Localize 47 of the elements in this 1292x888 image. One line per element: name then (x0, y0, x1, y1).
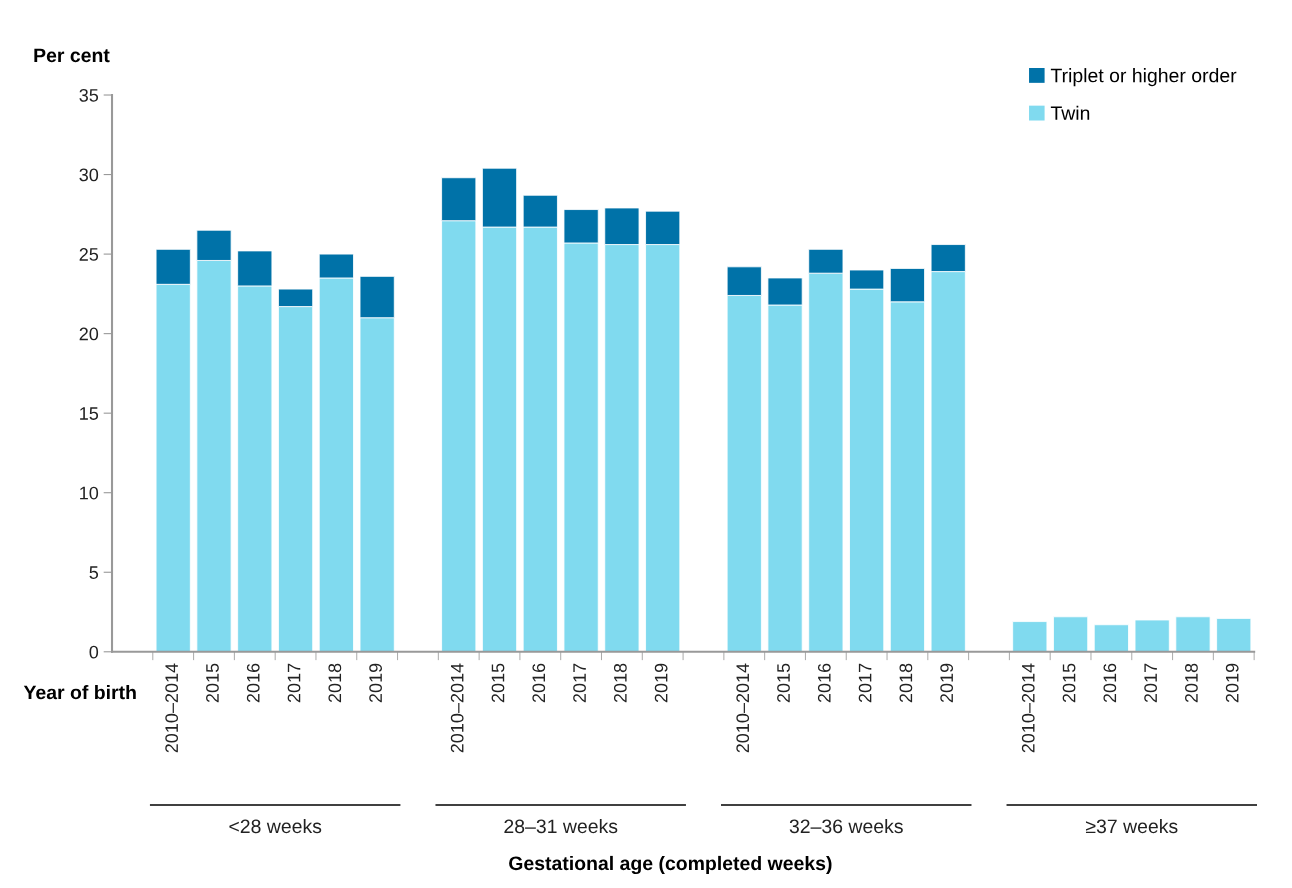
y-tick-label: 0 (89, 645, 99, 659)
x-tick-label: 2010–2014 (450, 663, 464, 753)
y-axis-title: Per cent (34, 48, 110, 63)
legend-label: Twin (1050, 105, 1090, 120)
y-tick-label: 30 (79, 168, 99, 182)
y-tick-label: 20 (79, 327, 99, 341)
y-tick-label: 5 (89, 566, 99, 579)
x-tick-label: 2016 (532, 663, 546, 703)
text: 32–36 weeks (789, 818, 903, 834)
x-tick-label: 2016 (1103, 663, 1117, 703)
bar (1012, 621, 1048, 652)
text: Gestational age (completed weeks) (509, 855, 832, 875)
bar (1216, 617, 1252, 652)
x-tick-label: 2017 (858, 663, 872, 703)
x-tick-label: 2018 (1185, 663, 1198, 703)
text: Year of birth (23, 685, 136, 700)
y-tick-label: 10 (80, 486, 99, 500)
y-tick-label: 35 (79, 88, 99, 102)
text: ≥37 weeks (1085, 818, 1178, 834)
bar (1134, 619, 1170, 652)
x-tick-label: 2018 (328, 663, 342, 703)
x-tick-label: 2010–2014 (736, 663, 750, 753)
x-tick-label: 2019 (369, 663, 382, 703)
x-tick-label: 2015 (777, 663, 790, 703)
text: 28–31 weeks (504, 818, 618, 834)
x-tick-label: 2019 (654, 663, 668, 703)
y-tick-label: 25 (79, 248, 99, 261)
bar (1175, 616, 1211, 652)
bar (1053, 616, 1089, 652)
legend-label: Triplet or higher order (1050, 68, 1237, 87)
x-tick-label: 2017 (1144, 663, 1158, 703)
x-tick-label: 2019 (1225, 663, 1239, 703)
x-tick-label: 2018 (899, 663, 913, 703)
x-tick-label: 2017 (287, 663, 301, 703)
text: <28 weeks (229, 818, 322, 834)
x-tick-label: 2017 (573, 663, 586, 703)
bar (1093, 624, 1129, 652)
x-tick-label: 2016 (817, 663, 831, 703)
x-tick-label: 2015 (206, 663, 219, 703)
x-tick-label: 2015 (491, 663, 505, 703)
x-tick-label: 2010–2014 (1021, 663, 1035, 753)
y-tick-label: 15 (80, 407, 99, 420)
x-tick-label: 2019 (940, 663, 954, 703)
x-tick-label: 2018 (613, 663, 627, 703)
x-tick-label: 2016 (246, 663, 260, 703)
x-tick-label: 2015 (1062, 663, 1076, 703)
x-tick-label: 2010–2014 (165, 663, 179, 753)
